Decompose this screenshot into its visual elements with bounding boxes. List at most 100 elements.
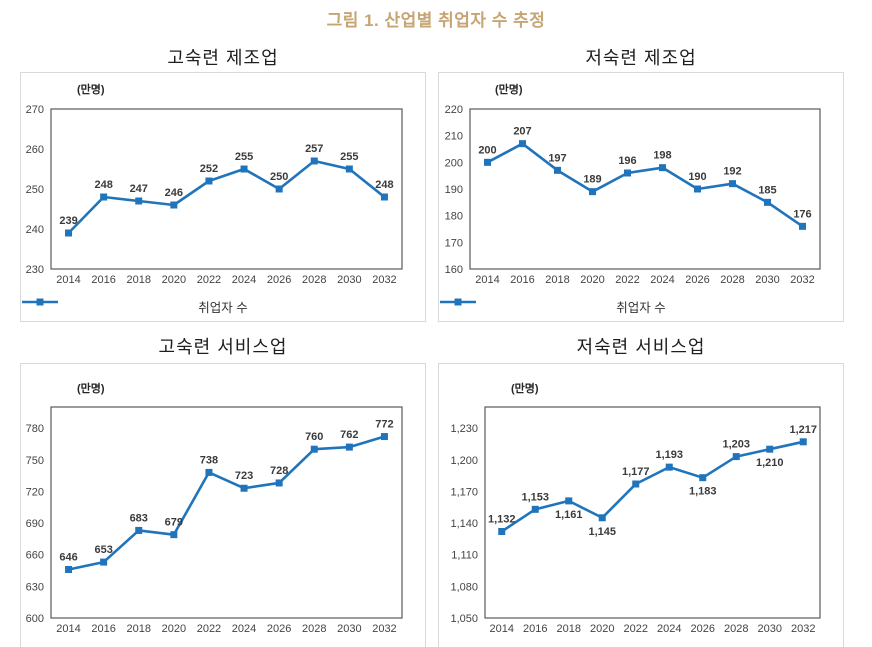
chart-plot: 160 170 180 190 200 210 220 2014 2016 2018 2020 202… — [445, 104, 821, 286]
y-axis-tick-label: 180 — [445, 211, 463, 223]
x-axis-tick-label: 2020 — [590, 623, 614, 635]
x-axis-tick-label: 2028 — [720, 274, 744, 286]
data-point-label: 1,203 — [722, 439, 750, 451]
chart-title-low-skill-services: 저숙련 서비스업 — [576, 337, 706, 357]
data-point-label: 247 — [130, 183, 148, 195]
data-point-label: 207 — [513, 126, 531, 138]
x-axis-tick-label: 2018 — [127, 274, 151, 286]
data-point-label: 190 — [688, 171, 706, 183]
y-axis-tick-label: 1,050 — [450, 613, 478, 625]
data-point-label: 1,210 — [756, 457, 784, 469]
data-point-marker — [729, 180, 736, 188]
data-point-marker — [205, 468, 213, 476]
data-point-label: 185 — [758, 184, 776, 196]
x-axis-tick-label: 2032 — [372, 623, 396, 635]
data-point-marker — [764, 198, 771, 206]
x-axis-tick-label: 2024 — [232, 274, 256, 286]
data-point-marker — [799, 438, 807, 446]
y-axis-tick-label: 220 — [445, 104, 463, 116]
data-point-label: 1,132 — [488, 513, 516, 525]
x-axis-tick-label: 2020 — [162, 623, 186, 635]
data-point-label: 1,193 — [655, 449, 683, 461]
y-axis-tick-label: 1,230 — [450, 423, 478, 435]
x-axis-tick-label: 2016 — [91, 623, 115, 635]
x-axis-tick-label: 2032 — [791, 623, 815, 635]
y-axis-tick-label: 250 — [26, 184, 44, 196]
y-axis-tick-label: 260 — [26, 144, 44, 156]
y-axis-tick-label: 1,110 — [451, 550, 478, 562]
y-axis-tick-label: 780 — [26, 423, 44, 435]
data-point-marker — [694, 185, 701, 193]
data-point-label: 738 — [200, 454, 218, 466]
data-point-marker — [589, 188, 596, 196]
x-axis-tick-label: 2028 — [724, 623, 748, 635]
x-axis-tick-label: 2024 — [650, 274, 674, 286]
legend: 취업자 수 — [439, 297, 843, 316]
data-point-marker — [345, 443, 353, 451]
x-axis-tick-label: 2016 — [510, 274, 534, 286]
data-point-label: 1,145 — [588, 526, 616, 538]
data-point-label: 252 — [200, 163, 218, 175]
y-axis-tick-label: 690 — [26, 518, 44, 530]
chart-plot: 600 630 660 690 720 750 780 2014 2016 2018 2020 202… — [26, 406, 403, 635]
unit-label: (만명) — [511, 383, 539, 395]
y-axis-tick-label: 1,080 — [450, 581, 478, 593]
unit-label: (만명) — [77, 84, 105, 96]
data-point-marker — [380, 433, 388, 441]
data-point-marker — [699, 474, 707, 482]
data-point-label: 1,217 — [789, 424, 817, 436]
y-axis-tick-label: 1,200 — [450, 455, 478, 467]
data-point-marker — [554, 166, 561, 174]
data-point-label: 728 — [270, 465, 288, 477]
x-axis-tick-label: 2026 — [685, 274, 709, 286]
y-axis-tick-label: 660 — [26, 550, 44, 562]
data-point-label: 239 — [59, 215, 77, 227]
chart-plot: 230 240 250 260 270 2014 2016 2018 2020 2022 2024 2… — [26, 104, 403, 286]
data-point-label: 246 — [165, 187, 183, 199]
x-axis-tick-label: 2022 — [197, 274, 221, 286]
y-axis-tick-label: 750 — [26, 455, 44, 467]
x-axis-tick-label: 2030 — [337, 274, 361, 286]
data-point-label: 646 — [59, 551, 77, 563]
data-point-marker — [519, 140, 526, 148]
legend-line-marker-icon — [440, 298, 476, 306]
y-axis-tick-label: 600 — [26, 613, 44, 625]
data-point-label: 1,153 — [521, 491, 549, 503]
y-axis-tick-label: 630 — [26, 581, 44, 593]
data-point-marker — [565, 497, 573, 505]
data-point-label: 189 — [583, 174, 601, 186]
chart-panel: (만명) 230 240 250 260 270 2014 2016 2018 2020 2022… — [20, 72, 426, 322]
data-point-label: 762 — [340, 429, 358, 441]
series-line — [67, 159, 386, 235]
legend-line-marker-icon — [22, 298, 58, 306]
data-point-label: 1,161 — [555, 509, 583, 521]
data-point-marker — [380, 193, 388, 201]
chart-title-low-skill-manufacturing: 저숙련 제조업 — [585, 48, 697, 68]
series-line — [500, 440, 805, 533]
legend-label: 취업자 수 — [616, 301, 666, 315]
x-axis-tick-label: 2032 — [790, 274, 814, 286]
x-axis-tick-label: 2024 — [232, 623, 256, 635]
data-point-marker — [484, 158, 491, 166]
chart-title-high-skill-manufacturing: 고숙련 제조업 — [167, 48, 279, 68]
x-axis-tick-label: 2022 — [624, 623, 648, 635]
data-point-label: 653 — [94, 544, 112, 556]
x-axis-tick-label: 2028 — [302, 623, 326, 635]
data-point-label: 192 — [723, 166, 741, 178]
data-point-marker — [531, 505, 539, 513]
data-point-label: 197 — [548, 152, 566, 164]
x-axis-tick-label: 2032 — [372, 274, 396, 286]
x-axis-tick-label: 2020 — [162, 274, 186, 286]
chart-plot: 1,050 1,080 1,110 1,140 1,170 1,200 1,230 2014 2… — [450, 406, 821, 635]
data-point-marker — [275, 479, 283, 487]
data-point-marker — [659, 164, 666, 172]
y-axis-tick-label: 190 — [445, 184, 463, 196]
data-point-marker — [170, 531, 178, 539]
y-axis-tick-label: 170 — [445, 237, 463, 249]
data-point-label: 250 — [270, 171, 288, 183]
data-point-marker — [632, 480, 640, 488]
chart-panel: (만명) 600 630 660 690 720 750 780 2014 2016 2018 20… — [20, 363, 426, 647]
data-point-label: 198 — [653, 150, 671, 162]
data-point-marker — [498, 527, 506, 535]
data-point-marker — [100, 558, 108, 566]
